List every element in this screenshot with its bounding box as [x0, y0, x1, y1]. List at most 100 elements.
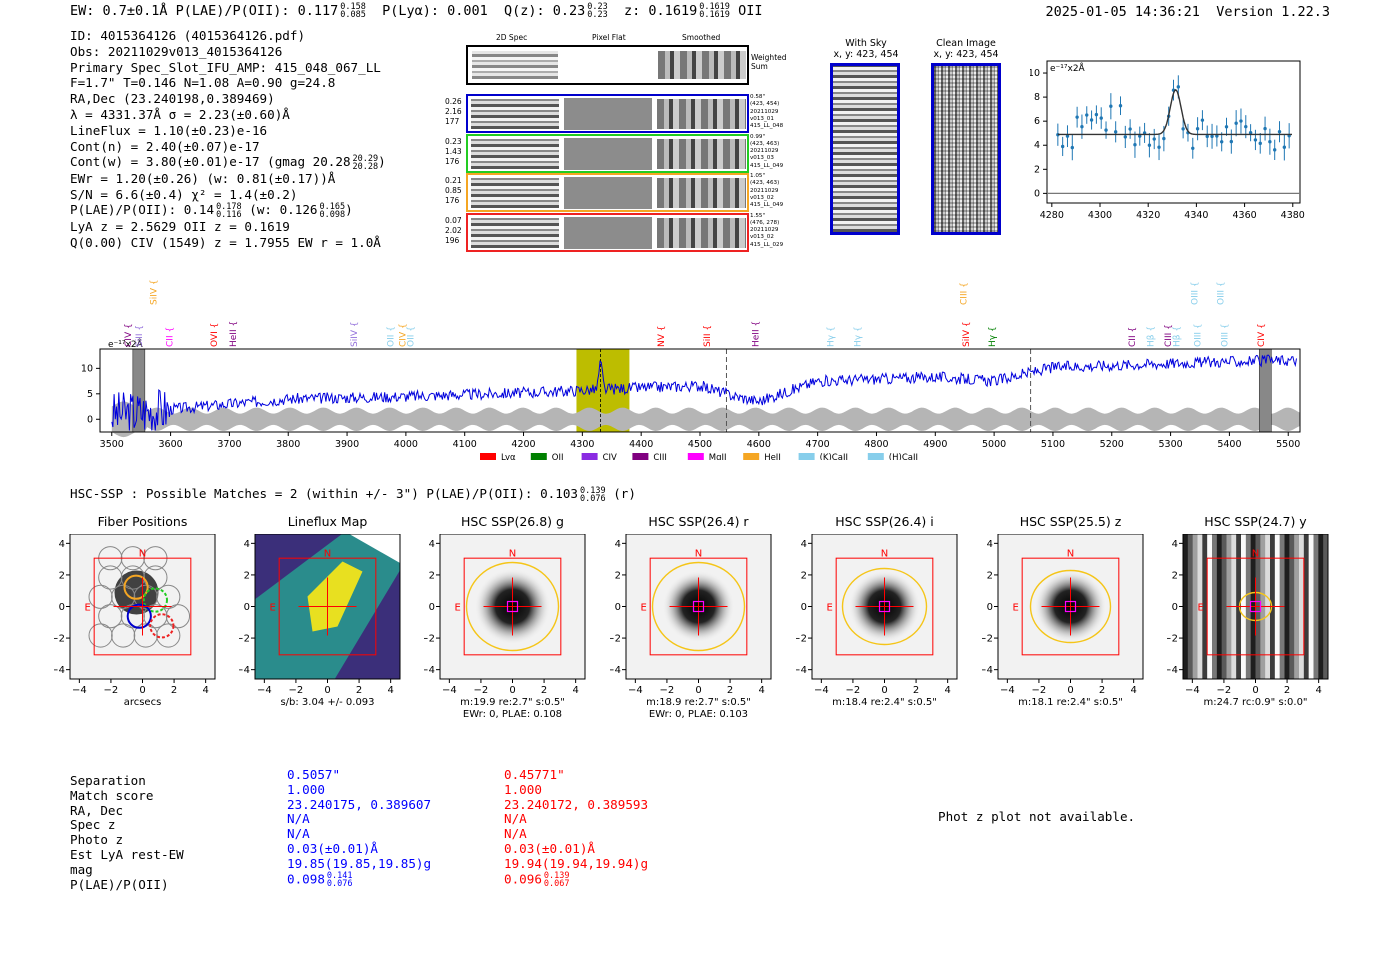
line-label-text: CIII { [960, 282, 970, 305]
match-value-row: N/A [504, 811, 648, 827]
fiber-circle [156, 623, 181, 648]
noise-band [111, 401, 1300, 438]
cutout-meta: 415_LL_049 [750, 162, 784, 169]
aperture-ellipse [465, 561, 560, 652]
cutout-row-stats: 0.26 2.16 177 [445, 97, 462, 127]
header-qz-lower: 0.23 [587, 10, 608, 20]
col-pixel-flat: Pixel Flat [592, 33, 626, 42]
header-ew-plae: EW: 0.7±0.1Å P(LAE)/P(OII): 0.117 [70, 3, 339, 19]
cutout-meta: (476, 278) [750, 219, 780, 226]
y-band-stripe [1299, 534, 1305, 679]
match-value: N/A [287, 811, 310, 827]
panel-xtick-label: 4 [387, 685, 393, 696]
legend-label: HeII [764, 453, 781, 460]
cutout-2d [471, 217, 559, 248]
match-value-row: 0.03(±0.01)Å [287, 841, 431, 857]
match-plae-upper: 0.139 [543, 870, 570, 881]
zoom-ytick-label: 0 [1034, 188, 1040, 199]
cutout-stat: 0.26 [445, 97, 462, 106]
line-label-text: SiII { [703, 325, 713, 347]
y-band-stripe [1197, 534, 1203, 679]
panel-xtick-label: 0 [1252, 685, 1258, 696]
match-plae-upper: 0.141 [326, 870, 353, 881]
header-right: 2025-01-05 14:36:21 Version 1.22.3 [1046, 4, 1331, 20]
match-label: mag [70, 861, 93, 877]
cutout-smooth [657, 217, 746, 248]
legend-swatch [581, 453, 598, 460]
cutout-meta: v013_01 [750, 115, 774, 122]
line-label-lower: NV { [657, 326, 667, 347]
line-label-text: OVI { [210, 323, 220, 347]
image-panel: N E −4 −4 −2 −2 0 0 2 2 4 4 [610, 534, 772, 696]
zoom-ytick-label: 10 [1030, 68, 1040, 79]
info-plae-upper: 0.178 [216, 201, 242, 212]
header-z-upper: 0.1619 [699, 2, 730, 12]
info-plae-w-upper: 0.165 [319, 201, 346, 212]
panel-ytick-label: 2 [244, 570, 250, 581]
spectrum-xtick-label: 4100 [453, 439, 477, 450]
search-box [93, 557, 192, 656]
match-value: 19.85(19.85,19.85)g [287, 855, 432, 871]
spectrum-xtick-label: 4900 [923, 439, 947, 450]
legend-label: (K)CaII [820, 453, 848, 460]
panel-ytick-label: −4 [1167, 665, 1178, 676]
zoom-unit-label: e⁻¹⁷x2Å [1050, 62, 1086, 74]
panel-caption-line1: m:18.1 re:2.4" s:0.5" [1018, 697, 1123, 708]
line-label-text: OII { [407, 326, 417, 347]
panel-xtick-label: 0 [695, 685, 701, 696]
panel-ytick-label: −2 [239, 634, 250, 645]
zoom-point [1109, 104, 1113, 108]
spectrum-xtick-label: 3700 [217, 439, 241, 450]
spectrum-xtick-label: 3600 [158, 439, 182, 450]
line-label-lower: CIII { [1164, 324, 1174, 347]
line-label-text: OIII { [1191, 281, 1201, 305]
legend-swatch [798, 453, 815, 460]
line-label-text: CII { [1128, 327, 1138, 347]
line-label-text: CII { [165, 327, 175, 347]
header-plae-upper: 0.158 [340, 2, 366, 12]
panel-xtick-label: 2 [727, 685, 733, 696]
info-plae-lower: 0.116 [216, 209, 242, 220]
zoom-point [1277, 130, 1282, 134]
y-band-stripe [1308, 534, 1314, 679]
info-plae-text: P(LAE)/P(OII): 0.14 [70, 202, 215, 218]
search-box [1206, 557, 1305, 656]
cutout-stat: 0.07 [445, 215, 462, 225]
match-value-row: 23.240175, 0.389607 [287, 796, 432, 813]
match-value: 19.94(19.94,19.94)g [504, 855, 649, 871]
fiber-circle [88, 584, 113, 609]
header-plae-lower: 0.085 [340, 10, 366, 20]
catalog-marker [1064, 600, 1077, 613]
panel-xtick-label: −4 [628, 685, 643, 696]
match-value: 23.240175, 0.389607 [287, 796, 432, 812]
line-label-lower: SiII { [703, 325, 713, 347]
cutout-stat: 196 [445, 235, 460, 245]
zoom-ytick-label: 6 [1034, 116, 1040, 127]
search-box [649, 557, 748, 656]
panel-caption-line2: EWr: 0, PLAE: 0.103 [648, 709, 749, 720]
search-box [278, 557, 377, 656]
panel-ytick-label: 0 [59, 602, 65, 613]
cutout-meta: 415_LL_048 [750, 123, 784, 130]
zoom-point [1104, 128, 1108, 132]
panel-xtick-label: −4 [814, 685, 829, 696]
fiber-highlight-orange [123, 574, 149, 600]
line-label-text: NV { [657, 326, 667, 347]
zoom-point [1210, 134, 1214, 139]
hsc-title: HSC-SSP : Possible Matches = 2 (within +… [70, 486, 578, 501]
east-label: E [85, 603, 91, 614]
cutout-2d [471, 99, 559, 129]
line-label-lower: OIII { [1221, 323, 1231, 347]
zoom-xtick-label: 4360 [1232, 210, 1256, 221]
panel-xtick-label: −4 [72, 685, 87, 696]
fiber-highlight-green [142, 587, 168, 613]
zoom-ytick-label: 2 [1034, 164, 1040, 175]
panel-caption-line1: m:18.4 re:2.4" s:0.5" [832, 697, 937, 708]
cutout-row [466, 212, 749, 252]
cutout-row-meta: 0.58" (423, 454) 20211029 v013_01 415_LL_048 [750, 94, 783, 130]
panel-ytick-label: 0 [987, 602, 993, 613]
cutout-meta: 20211029 [750, 227, 779, 234]
image-panel: N E −4 −4 −2 −2 0 0 2 2 4 4 [424, 534, 586, 696]
spectrum-xtick-label: 4700 [806, 439, 830, 450]
panel-ytick-label: 4 [429, 539, 435, 550]
